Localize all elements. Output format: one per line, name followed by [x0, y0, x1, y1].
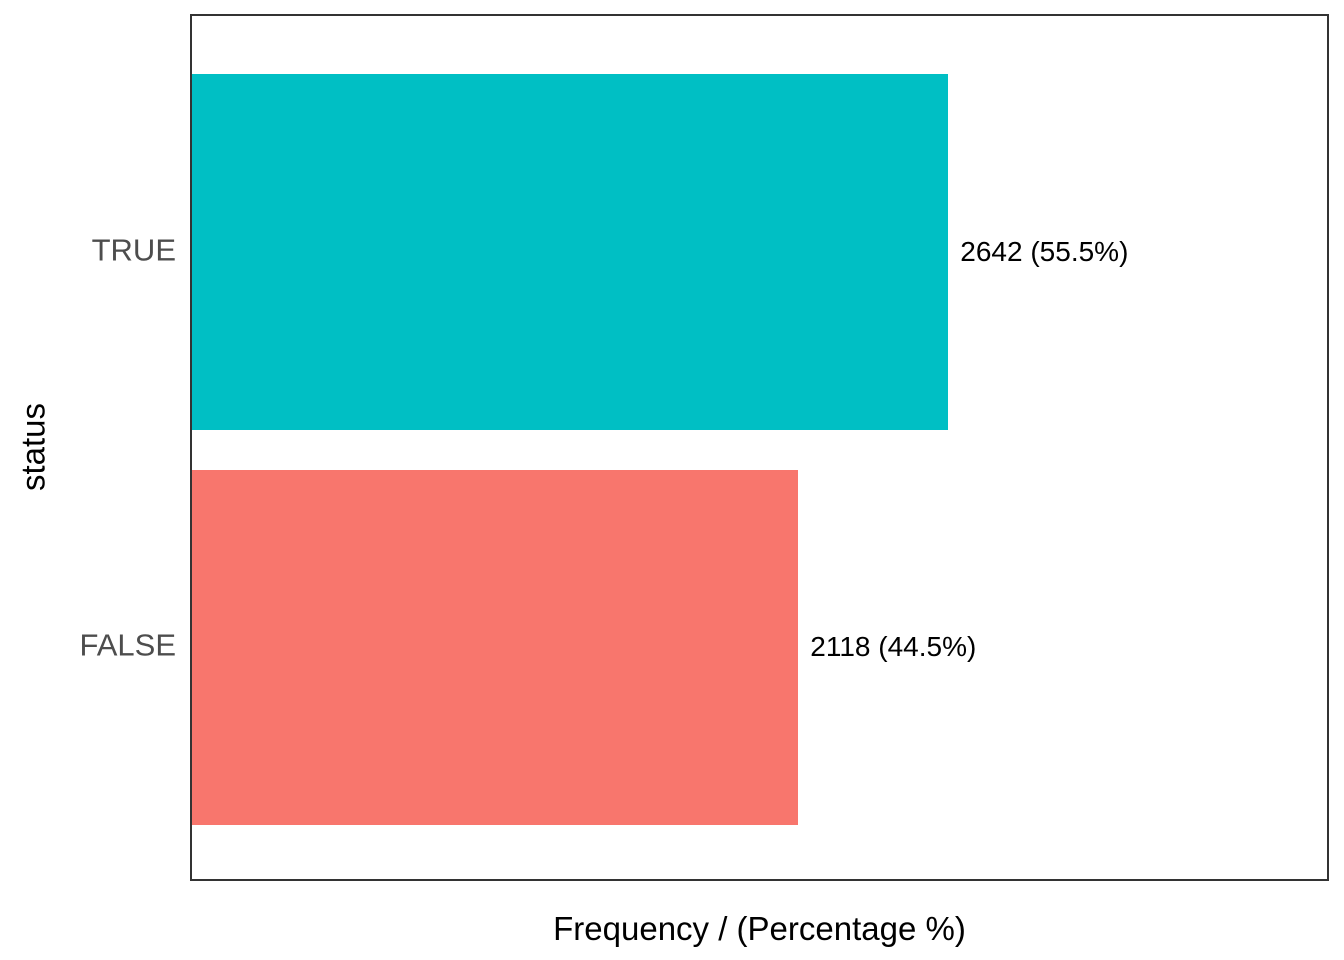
- y-tick-label-true: TRUE: [91, 232, 176, 268]
- bar-label-false: 2118 (44.5%): [810, 631, 977, 662]
- plot-panel: 2642 (55.5%) 2118 (44.5%): [190, 14, 1329, 881]
- bar-true: [192, 74, 949, 430]
- y-axis-title: status: [14, 402, 52, 492]
- bar-false: [192, 470, 799, 825]
- x-axis-title: Frequency / (Percentage %): [553, 910, 966, 947]
- bar-label-true: 2642 (55.5%): [960, 236, 1129, 267]
- y-tick-label-false: FALSE: [79, 627, 177, 663]
